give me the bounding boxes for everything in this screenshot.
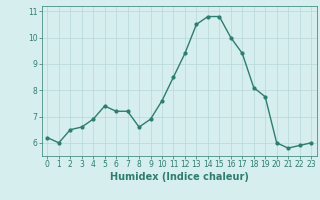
X-axis label: Humidex (Indice chaleur): Humidex (Indice chaleur) (110, 172, 249, 182)
